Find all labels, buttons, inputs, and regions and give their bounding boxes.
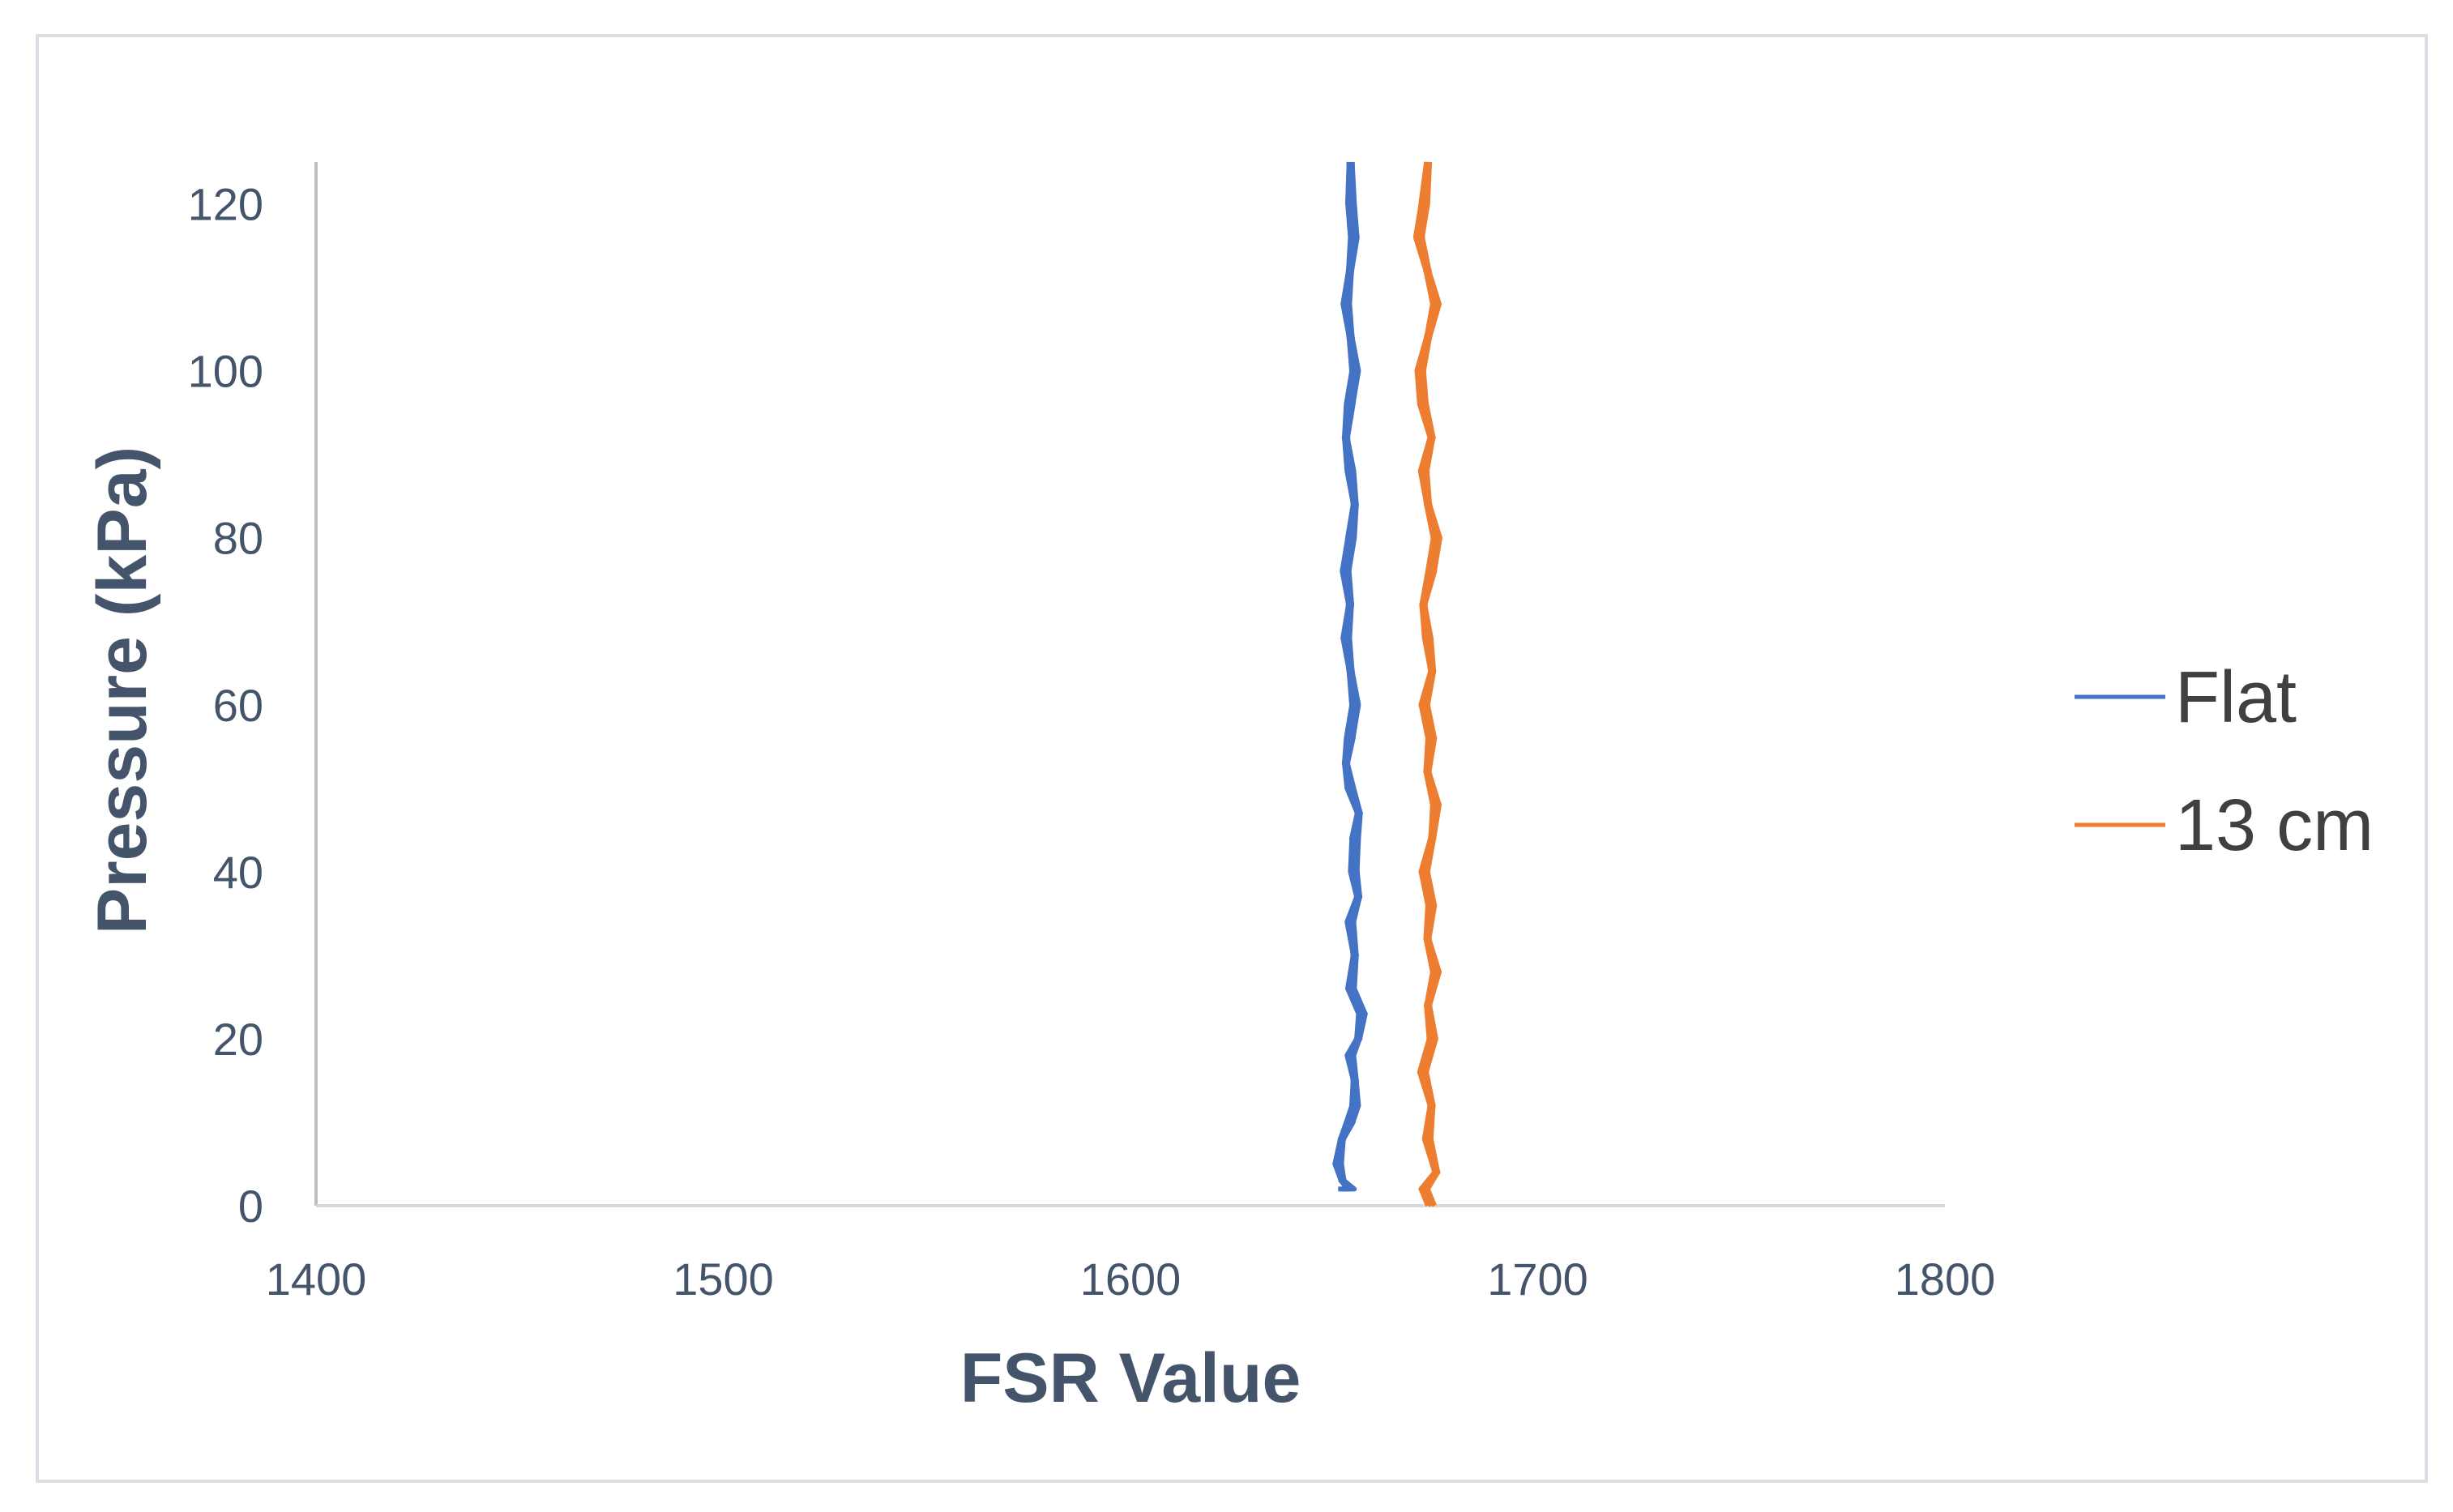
y-tick-label: 60 bbox=[213, 680, 263, 731]
x-tick-label: 1800 bbox=[1895, 1254, 1996, 1305]
x-tick-label: 1700 bbox=[1487, 1254, 1588, 1305]
x-tick-label: 1500 bbox=[673, 1254, 774, 1305]
series-line-flat bbox=[1339, 161, 1368, 1192]
legend-label-13cm: 13 cm bbox=[2175, 785, 2374, 866]
y-tick-label: 120 bbox=[188, 179, 263, 230]
x-tick-label: 1600 bbox=[1080, 1254, 1182, 1305]
y-tick-label: 0 bbox=[238, 1181, 263, 1232]
y-tick-label: 80 bbox=[213, 513, 263, 564]
y-tick-label: 40 bbox=[213, 847, 263, 898]
series-line-13cm bbox=[1420, 161, 1442, 1207]
x-axis-title: FSR Value bbox=[960, 1339, 1301, 1417]
y-tick-label: 100 bbox=[188, 346, 263, 397]
legend-label-flat: Flat bbox=[2175, 657, 2297, 738]
y-axis-title: Pressure (kPa) bbox=[83, 446, 161, 934]
y-tick-labels: 0 20 40 60 80 100 120 bbox=[188, 179, 263, 1232]
series-layer bbox=[1332, 161, 1442, 1207]
legend: Flat 13 cm bbox=[2075, 657, 2374, 866]
chart-frame bbox=[36, 34, 2428, 1483]
x-tick-label: 1400 bbox=[266, 1254, 367, 1305]
x-tick-labels: 1400 1500 1600 1700 1800 bbox=[266, 1254, 1996, 1305]
y-tick-label: 20 bbox=[213, 1014, 263, 1065]
